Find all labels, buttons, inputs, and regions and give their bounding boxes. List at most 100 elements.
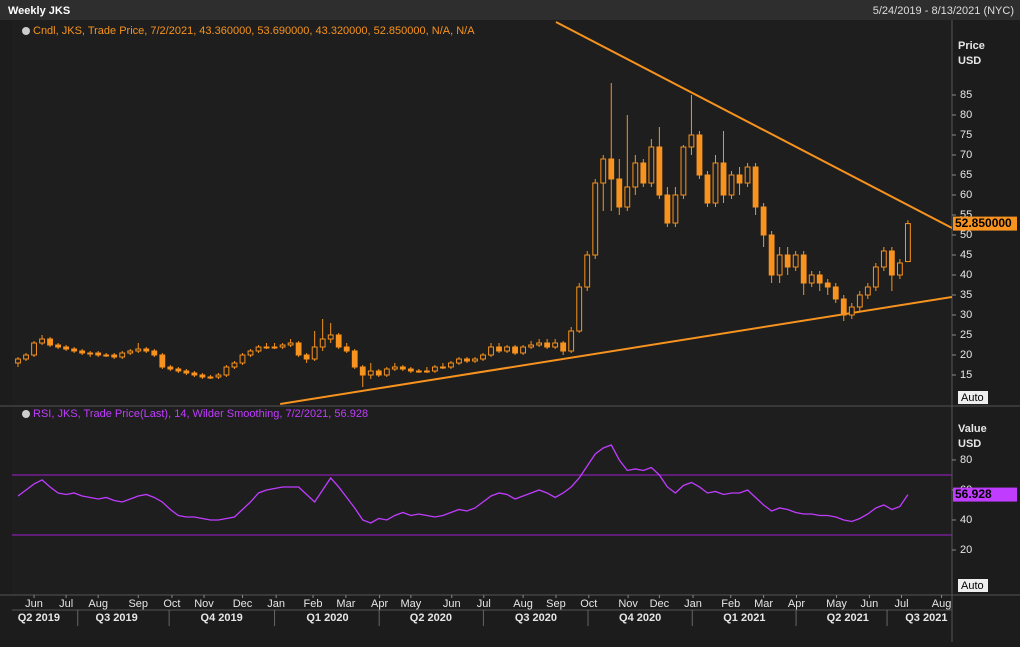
x-tick-label: Nov: [618, 598, 638, 610]
candle-body: [207, 376, 214, 379]
candle-body: [39, 338, 45, 344]
candle-body: [151, 350, 158, 356]
candle-body: [704, 174, 711, 204]
y-tick-label: 40: [960, 514, 972, 526]
candle-body: [520, 346, 526, 354]
auto-label[interactable]: Auto: [961, 580, 984, 592]
x-tick-label: Oct: [163, 598, 180, 610]
y-tick-label: 30: [960, 309, 972, 321]
candle-body: [480, 354, 486, 360]
candle-body: [680, 146, 687, 196]
candle-body: [311, 346, 318, 360]
y-tick-label: 80: [960, 109, 972, 121]
candle-body: [319, 338, 326, 348]
last-price-box: [953, 216, 1017, 231]
candle-body: [327, 334, 334, 340]
candle-body: [544, 342, 551, 348]
candle-body: [167, 366, 174, 370]
quarter-label: Q1 2020: [306, 612, 348, 624]
candle-body: [584, 254, 591, 288]
candle-body: [552, 342, 559, 348]
x-tick-label: Feb: [304, 598, 323, 610]
candle-body: [880, 250, 887, 268]
candle-body: [215, 374, 222, 378]
x-tick-label: Jul: [894, 598, 908, 610]
y-tick-label: 20: [960, 544, 972, 556]
candle-body: [688, 134, 695, 148]
candle-body: [303, 354, 310, 360]
candle-body: [528, 344, 535, 348]
candle-body: [632, 162, 639, 188]
candle-body: [872, 266, 879, 288]
candle-body: [335, 334, 342, 348]
candle-body: [808, 274, 815, 284]
candle-body: [263, 346, 270, 349]
candle-body: [351, 350, 358, 368]
candle-body: [143, 348, 150, 352]
candle-body: [905, 223, 911, 263]
quarter-label: Q2 2019: [18, 612, 60, 624]
candle-body: [95, 352, 102, 356]
auto-label[interactable]: Auto: [961, 392, 984, 404]
candle-body: [440, 366, 446, 369]
candle-body: [367, 370, 374, 376]
y-tick-label: 40: [960, 269, 972, 281]
candle-body: [840, 298, 847, 316]
candle-body: [728, 174, 735, 196]
auto-button[interactable]: [958, 579, 988, 592]
candle-body: [391, 366, 398, 370]
candle-body: [239, 354, 246, 364]
candle-body: [127, 350, 134, 354]
candle-body: [592, 182, 599, 256]
candle-body: [359, 366, 366, 376]
candle-body: [560, 342, 567, 352]
y-tick-label: 60: [960, 189, 972, 201]
x-tick-label: Dec: [233, 598, 253, 610]
trendline: [555, 21, 952, 229]
y-tick-label: 25: [960, 329, 972, 341]
candle-body: [816, 274, 823, 284]
x-tick-label: Apr: [371, 598, 388, 610]
candle-body: [896, 262, 903, 276]
candle-body: [111, 354, 118, 358]
quarter-label: Q4 2019: [201, 612, 243, 624]
x-tick-label: Nov: [194, 598, 214, 610]
candle-body: [255, 346, 262, 352]
y-tick-label: 80: [960, 454, 972, 466]
y-tick-label: 20: [960, 349, 972, 361]
candle-body: [71, 348, 78, 352]
y-tick-label: 70: [960, 149, 972, 161]
candle-body: [47, 338, 53, 346]
candle-body: [407, 368, 414, 372]
quarter-label: Q2 2021: [827, 612, 869, 624]
candle-body: [175, 368, 182, 372]
last-rsi-box: [953, 487, 1017, 502]
last-rsi-label: 56.928: [955, 487, 992, 501]
x-tick-label: Feb: [721, 598, 740, 610]
y-tick-label: 85: [960, 89, 972, 101]
y-tick-label: 15: [960, 369, 972, 381]
candle-body: [536, 342, 543, 346]
trendline: [280, 296, 952, 405]
candle-body: [23, 354, 29, 360]
candle-body: [616, 178, 623, 208]
candle-body: [223, 366, 230, 376]
candle-body: [600, 158, 607, 184]
x-tick-label: Sep: [128, 598, 148, 610]
candle-body: [431, 366, 438, 372]
candle-body: [119, 352, 126, 358]
candle-body: [63, 346, 70, 350]
last-price-label: 52.850000: [955, 216, 1012, 230]
x-tick-label: Jan: [267, 598, 285, 610]
candle-body: [287, 342, 294, 346]
axis-label: Value: [958, 423, 987, 435]
candle-body: [768, 234, 775, 276]
candle-body: [55, 344, 62, 348]
x-tick-label: Aug: [513, 598, 533, 610]
candle-body: [183, 370, 190, 374]
x-tick-label: May: [400, 598, 421, 610]
x-tick-label: Apr: [788, 598, 805, 610]
auto-button[interactable]: [958, 391, 988, 404]
candle-body: [720, 162, 727, 196]
